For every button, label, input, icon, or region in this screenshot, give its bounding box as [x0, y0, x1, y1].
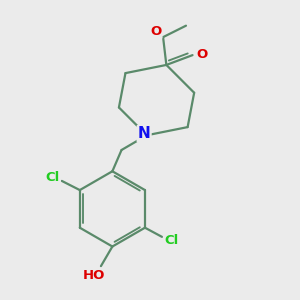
Text: Cl: Cl [46, 171, 60, 184]
Text: N: N [138, 126, 151, 141]
Text: O: O [197, 48, 208, 61]
Text: HO: HO [82, 269, 105, 282]
Text: Cl: Cl [164, 234, 178, 247]
Text: O: O [150, 25, 161, 38]
